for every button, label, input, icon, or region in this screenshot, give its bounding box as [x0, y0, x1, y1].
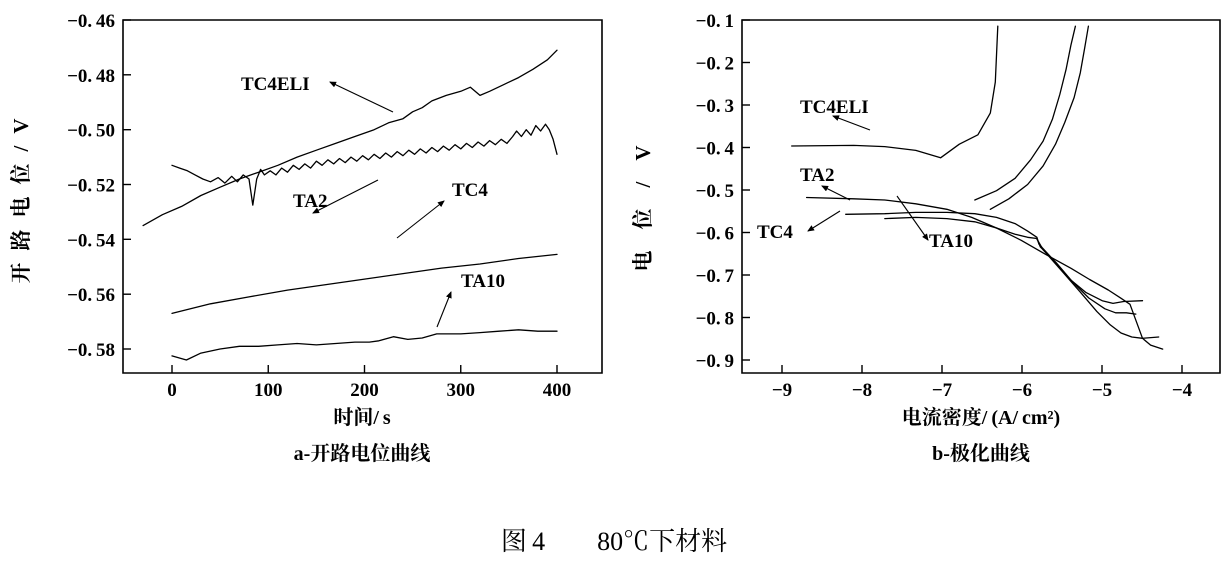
svg-text:−0. 46: −0. 46 [67, 11, 115, 32]
svg-text:−9: −9 [772, 380, 792, 401]
svg-text:−0. 50: −0. 50 [67, 121, 115, 142]
svg-text:TC4ELI: TC4ELI [241, 74, 310, 95]
svg-text:−0. 4: −0. 4 [696, 139, 735, 160]
svg-text:−0. 48: −0. 48 [67, 66, 115, 87]
svg-text:−0. 9: −0. 9 [696, 351, 734, 372]
svg-text:TA10: TA10 [929, 231, 973, 252]
svg-text:0: 0 [167, 380, 177, 401]
svg-text:图 4 80℃下材料: 图 4 80℃下材料 [501, 527, 727, 556]
svg-text:−0. 2: −0. 2 [696, 54, 734, 75]
svg-text:时间/ s: 时间/ s [333, 406, 391, 429]
svg-text:−0. 6: −0. 6 [696, 224, 734, 245]
svg-text:电流密度/ (A/ cm²): 电流密度/ (A/ cm²) [902, 405, 1060, 429]
svg-text:开路电位/V: 开路电位/V [9, 107, 33, 284]
svg-text:−5: −5 [1092, 380, 1112, 401]
svg-text:b-极化曲线: b-极化曲线 [932, 442, 1030, 465]
svg-text:−4: −4 [1172, 380, 1193, 401]
svg-text:−7: −7 [932, 380, 953, 401]
svg-text:TC4: TC4 [452, 180, 488, 201]
svg-text:−0. 3: −0. 3 [696, 96, 734, 117]
svg-text:−0. 56: −0. 56 [67, 285, 115, 306]
svg-text:TA2: TA2 [800, 165, 834, 186]
svg-text:−0. 52: −0. 52 [67, 176, 115, 197]
svg-text:400: 400 [543, 380, 572, 401]
svg-text:−0. 7: −0. 7 [696, 266, 735, 287]
svg-text:电位/V: 电位/V [631, 125, 655, 272]
svg-text:300: 300 [447, 380, 476, 401]
svg-text:TC4ELI: TC4ELI [800, 97, 869, 118]
svg-text:−0. 58: −0. 58 [67, 340, 115, 361]
svg-text:−6: −6 [1012, 380, 1032, 401]
svg-text:−8: −8 [852, 380, 872, 401]
svg-text:−0. 1: −0. 1 [696, 11, 734, 32]
svg-text:200: 200 [350, 380, 379, 401]
svg-text:−0. 54: −0. 54 [67, 230, 115, 251]
svg-text:TA10: TA10 [461, 271, 505, 292]
svg-text:−0. 5: −0. 5 [696, 181, 734, 202]
svg-text:TC4: TC4 [757, 222, 793, 243]
svg-text:a-开路电位曲线: a-开路电位曲线 [294, 442, 431, 465]
svg-text:−0. 8: −0. 8 [696, 309, 734, 330]
svg-text:100: 100 [254, 380, 283, 401]
